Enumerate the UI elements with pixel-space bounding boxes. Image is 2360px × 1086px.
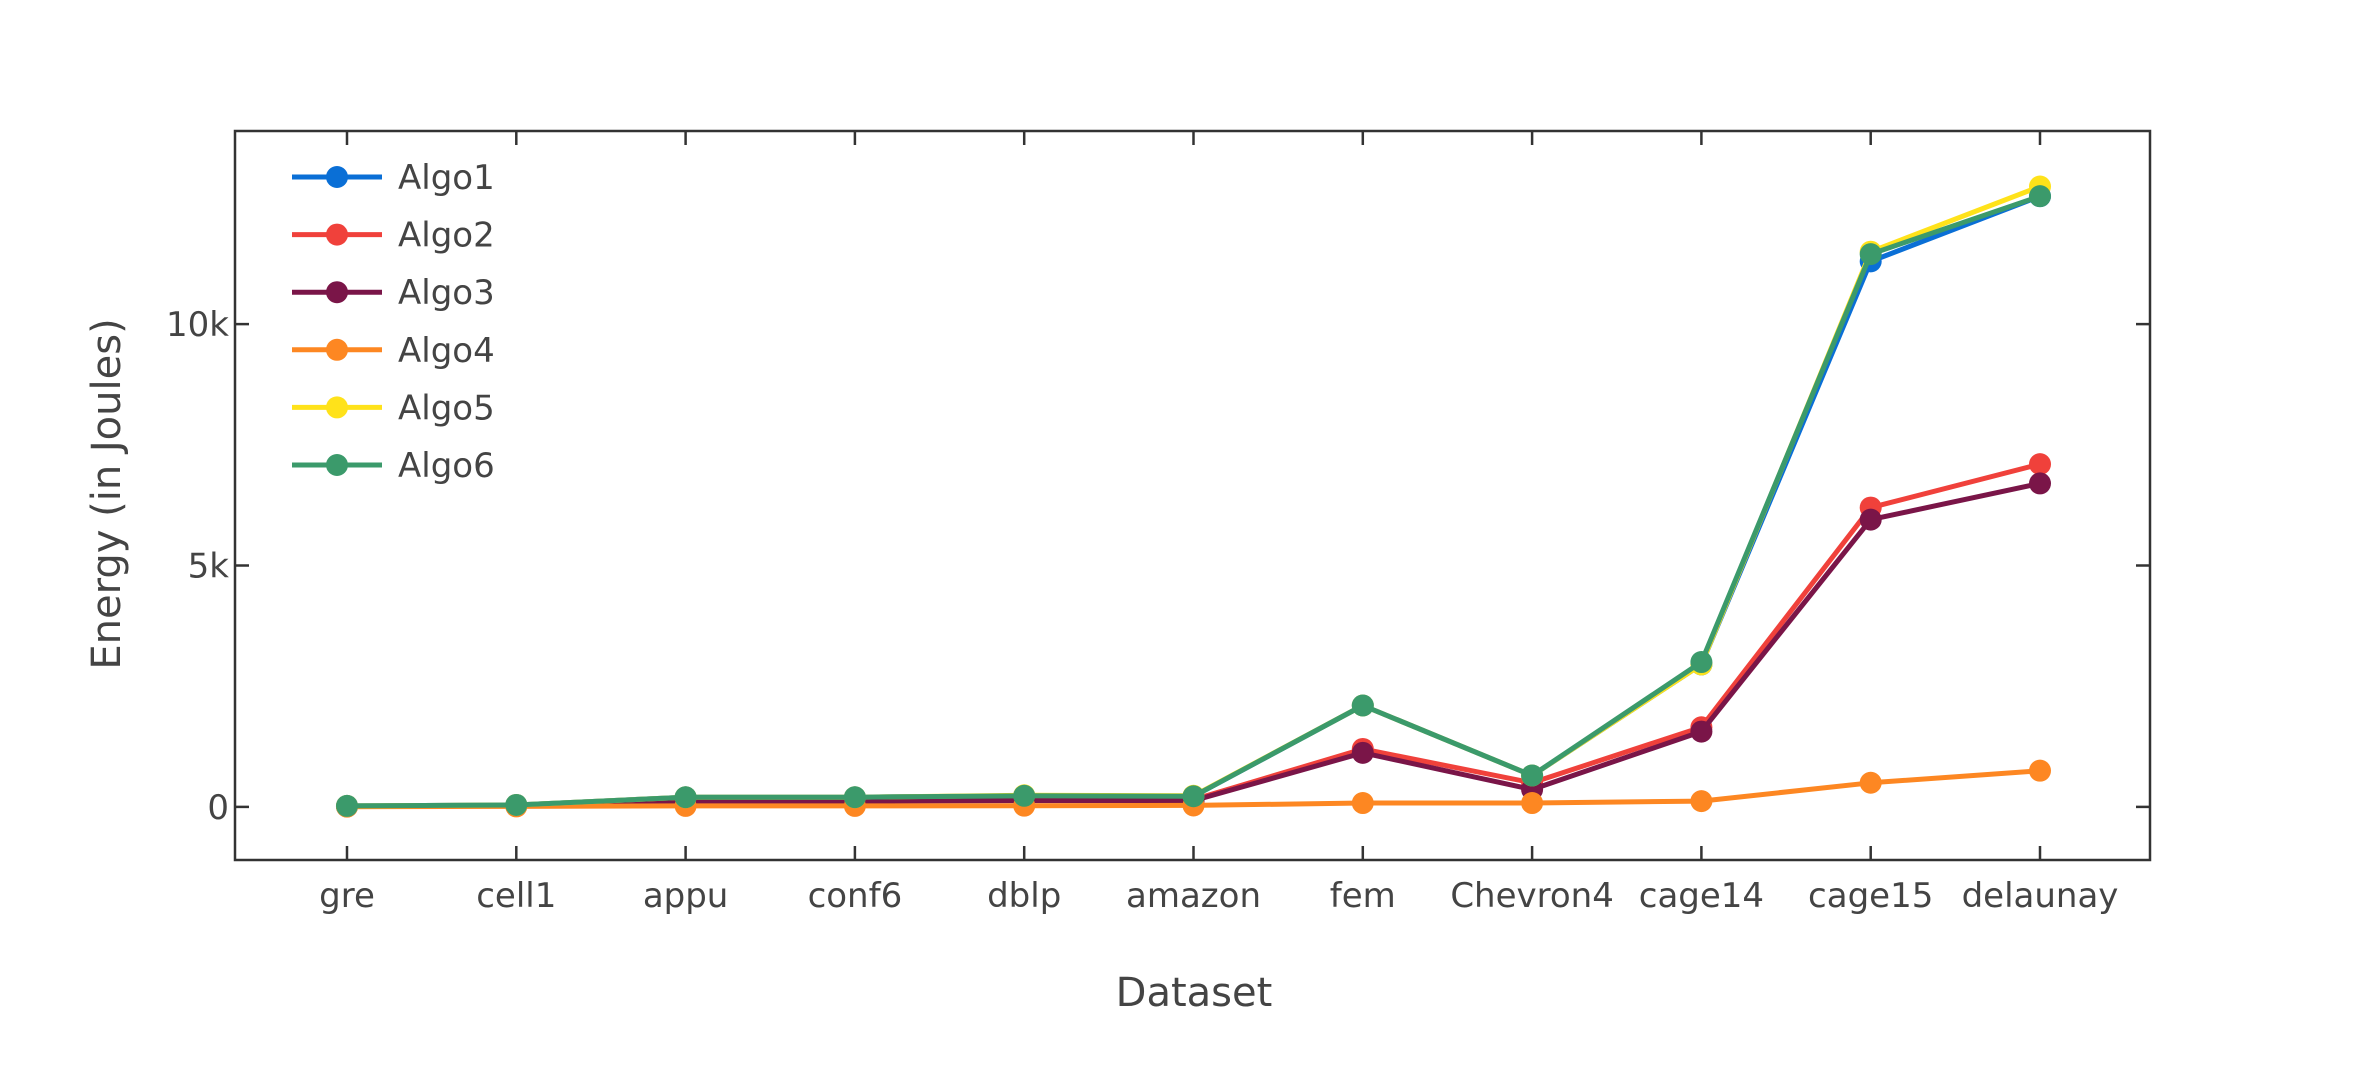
data-point-algo4 [1859, 771, 1882, 794]
series-algo3 [336, 472, 2051, 818]
x-tick-label: appu [643, 876, 729, 916]
data-point-algo3 [1859, 508, 1882, 531]
x-tick-label: cage14 [1639, 876, 1764, 916]
series-line-algo2 [346, 461, 2041, 809]
y-tick-label: 0 [207, 788, 229, 828]
y-axis-title: Energy (in Joules) [84, 318, 130, 669]
data-point-algo6 [1182, 785, 1205, 808]
legend-label-algo4: Algo4 [398, 331, 495, 371]
data-point-algo6 [505, 793, 528, 816]
data-point-algo6 [1521, 764, 1544, 787]
data-point-algo4 [2029, 759, 2051, 782]
data-point-algo6 [674, 786, 697, 809]
series-line-algo5 [346, 184, 2041, 809]
x-tick-label: cage15 [1808, 876, 1933, 916]
series-algo5 [336, 175, 2051, 817]
legend-marker-algo2 [326, 223, 348, 246]
data-point-algo6 [2029, 185, 2051, 208]
legend-item-algo5[interactable]: Algo5 [292, 388, 495, 428]
legend-label-algo1: Algo1 [398, 158, 495, 198]
x-axis: gre cell1 appu conf6 dblp amazon fem Chevron4 ca… [319, 131, 2118, 916]
data-point-algo6 [336, 794, 358, 817]
data-point-algo2 [2029, 453, 2051, 476]
data-point-algo3 [1690, 720, 1713, 743]
x-tick-label: dblp [987, 876, 1061, 916]
x-tick-label: conf6 [808, 876, 903, 916]
legend-marker-algo3 [326, 281, 348, 304]
series-line-algo3 [346, 480, 2041, 809]
data-point-algo6 [1351, 694, 1374, 717]
x-tick-label: Chevron4 [1450, 876, 1614, 916]
legend-marker-algo5 [326, 396, 348, 419]
x-tick-label: gre [319, 876, 375, 916]
series-algo2 [336, 453, 2051, 818]
series-line-algo1 [346, 193, 2041, 809]
data-point-algo6 [1690, 651, 1713, 674]
plot-border [233, 129, 2152, 862]
legend-marker-algo4 [326, 338, 348, 361]
data-point-algo4 [1690, 790, 1713, 813]
legend-item-algo4[interactable]: Algo4 [292, 331, 495, 371]
legend-label-algo5: Algo5 [398, 388, 495, 428]
x-tick-label: cell1 [476, 876, 556, 916]
x-tick-label: fem [1330, 876, 1396, 916]
y-tick-label: 5k [188, 547, 230, 587]
series-layer [336, 175, 2051, 818]
data-point-algo4 [1521, 792, 1544, 815]
legend-label-algo2: Algo2 [398, 216, 495, 256]
series-algo1 [336, 185, 2051, 817]
series-algo6 [336, 185, 2051, 817]
x-tick-label: delaunay [1962, 876, 2119, 916]
data-point-algo3 [1351, 741, 1374, 764]
x-tick-label: amazon [1126, 876, 1261, 916]
series-line-algo6 [346, 193, 2041, 809]
legend-item-algo6[interactable]: Algo6 [292, 446, 495, 486]
x-axis-title: Dataset [1116, 970, 1273, 1016]
legend-marker-algo6 [326, 454, 348, 476]
legend[interactable]: Algo1 Algo2 Algo3 Algo4 Algo5 Algo6 [292, 158, 495, 486]
data-point-algo6 [843, 786, 866, 809]
legend-item-algo1[interactable]: Algo1 [292, 158, 495, 198]
data-point-algo3 [2029, 472, 2051, 495]
legend-item-algo2[interactable]: Algo2 [292, 216, 495, 256]
data-point-algo6 [1013, 784, 1036, 807]
legend-item-algo3[interactable]: Algo3 [292, 273, 495, 313]
y-tick-label: 10k [166, 305, 229, 345]
data-point-algo6 [1859, 243, 1882, 266]
legend-marker-algo1 [326, 166, 348, 188]
data-point-algo4 [1351, 792, 1374, 815]
y-axis: 0 5k 10k [166, 305, 2150, 828]
plot-area [233, 129, 2152, 862]
legend-label-algo3: Algo3 [398, 273, 495, 313]
legend-label-algo6: Algo6 [398, 446, 495, 486]
